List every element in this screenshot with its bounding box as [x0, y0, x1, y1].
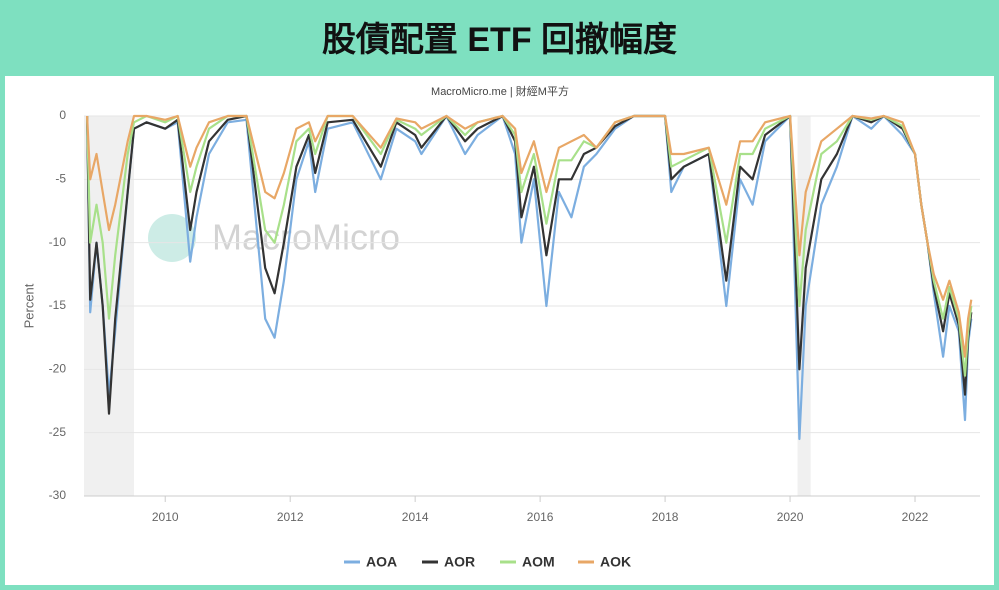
y-tick-label: -10 — [49, 235, 67, 249]
x-tick-label: 2020 — [777, 510, 804, 524]
y-tick-label: -20 — [49, 362, 67, 376]
legend-label: AOK — [600, 554, 631, 570]
y-tick-label: -5 — [55, 172, 66, 186]
series-line — [86, 114, 973, 358]
x-tick-label: 2010 — [152, 510, 179, 524]
watermark: MacroMicro — [148, 214, 400, 262]
watermark-logo — [148, 214, 196, 262]
y-tick-label: -15 — [49, 298, 67, 312]
source: MacroMicro.me | 財經M平方 — [431, 84, 569, 98]
legend-label: AOR — [444, 554, 475, 570]
y-axis-label: Percent — [21, 283, 36, 328]
y-tick-label: -30 — [49, 488, 67, 502]
series-line — [86, 114, 973, 441]
legend-label: AOM — [522, 554, 555, 570]
x-tick-label: 2022 — [902, 510, 929, 524]
page-title: 股債配置 ETF 回撤幅度 — [321, 21, 678, 59]
y-tick-label: -25 — [49, 425, 67, 439]
x-tick-label: 2018 — [652, 510, 679, 524]
chart-panel — [5, 76, 994, 585]
legend-label: AOA — [366, 554, 397, 570]
x-tick-label: 2016 — [527, 510, 554, 524]
y-tick-label: 0 — [59, 108, 66, 122]
x-tick-label: 2014 — [402, 510, 429, 524]
x-tick-label: 2012 — [277, 510, 304, 524]
watermark-text: MacroMicro — [212, 217, 400, 258]
